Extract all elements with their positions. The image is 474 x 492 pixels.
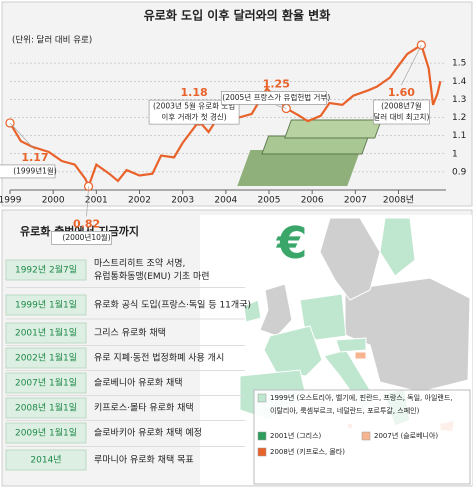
date-box (5, 322, 87, 344)
legend-label: 이탈리아, 룩셈부르크, 네덜란드, 포르투갈, 스페인) (270, 406, 420, 415)
annotation-value: 1.25 (263, 77, 290, 90)
annotation-note: 이후 거래가 첫 경신) (161, 112, 226, 122)
timeline-date: 1992년 2월7일 (15, 264, 77, 276)
date-box (5, 294, 87, 316)
timeline-date: 1999년 1월1일 (15, 299, 77, 311)
legend-label: 2008년 (키프로스, 몰타) (270, 447, 345, 456)
y-tick-label: 1.5 (452, 59, 466, 69)
x-tick-label: 2006 (301, 196, 324, 206)
legend-swatch (361, 431, 371, 441)
timeline-text: 유로화 공식 도입(프랑스·독일 등 11개국) (94, 299, 251, 311)
country (299, 293, 347, 341)
x-tick-label: 2001 (85, 196, 108, 206)
x-tick-label: 2008년 (383, 195, 414, 206)
country (319, 217, 381, 301)
x-tick-label: 2005 (258, 196, 281, 206)
x-tick-label: 2007 (344, 196, 367, 206)
legend-swatch (257, 393, 267, 403)
leader (401, 44, 422, 86)
annotation-note: (2000년10월) (62, 232, 110, 242)
country (379, 217, 416, 277)
country (263, 325, 323, 377)
timeline-text: 루마니아 유로화 채택 목표 (94, 455, 194, 466)
money-illustration (237, 119, 383, 186)
annotation-value: 0.82 (73, 217, 100, 230)
timeline-date: 2001년 1월1일 (15, 327, 77, 339)
annotation-box (220, 91, 327, 105)
annotation-note: (2008년7월 (381, 101, 422, 111)
annotation-note: (1999년1월) (13, 165, 57, 175)
annotation-note: 달러 대비 최고치) (373, 112, 429, 122)
legend-swatch (257, 431, 267, 441)
annotation-value: 1.17 (21, 151, 48, 164)
leader (9, 122, 36, 151)
bill (284, 119, 383, 139)
timeline-date: 2009년 1월1일 (15, 427, 77, 439)
euro-logo: € (276, 218, 308, 269)
timeline-text: 키프로스·몰타 유로화 채택 (94, 403, 194, 414)
timeline-text: 마스트리히트 조약 서명, (94, 257, 185, 269)
country (354, 351, 367, 360)
timeline-date: 2014년 (30, 455, 61, 466)
country (243, 299, 262, 323)
x-tick-label: 2004 (214, 196, 237, 206)
y-tick-label: 1.2 (452, 113, 466, 123)
timeline-text: 유럽통화동맹(EMU) 기초 마련 (94, 271, 210, 282)
timeline-date: 2008년 1월1일 (15, 402, 77, 414)
y-tick-label: 1.3 (452, 95, 466, 105)
annotation-note: (2003년 5월 유로화 도입 (153, 101, 235, 111)
legend-label: 2001년 (그리스) (270, 431, 322, 440)
y-tick-label: 1.1 (452, 131, 466, 141)
annotation-value: 1.60 (388, 86, 415, 99)
country (335, 337, 367, 353)
date-box (5, 397, 87, 419)
legend-label: 2007년 (슬로베니아) (374, 431, 438, 440)
date-box (5, 449, 87, 471)
annotation-note: (2005년 프랑스가 유럽헌법 거부) (222, 92, 330, 102)
legend-label: 1999년 (오스트리아, 벨기에, 핀란드, 프랑스, 독일, 아일랜드, (270, 393, 453, 402)
x-tick-label: 1999 (0, 196, 22, 206)
map: € (200, 215, 472, 485)
y-tick-label: 1.4 (452, 77, 467, 87)
legend-swatch (257, 447, 267, 457)
timeline-date: 2002년 1월1일 (15, 352, 77, 364)
x-tick-label: 2003 (171, 196, 194, 206)
timeline-text: 슬로베니아 유로화 채택 (94, 378, 183, 389)
chart-title: 유로화 도입 이후 달러와의 환율 변화 (144, 8, 331, 23)
date-box (5, 422, 87, 444)
annotation-box (0, 164, 56, 179)
date-box (5, 372, 87, 394)
timeline-text: 슬로바키아 유로화 채택 예정 (94, 428, 202, 439)
bill (261, 135, 370, 155)
y-tick-label: 1 (452, 149, 458, 159)
annotation-box (373, 99, 430, 125)
leader (86, 186, 89, 217)
timeline-text: 그리스 유로화 채택 (94, 328, 166, 339)
date-box (5, 259, 87, 281)
date-box (5, 347, 87, 369)
leader (276, 105, 287, 109)
x-tick-label: 2002 (128, 196, 151, 206)
timeline-date: 2007년 1월1일 (15, 377, 77, 389)
y-tick-label: 0.9 (452, 167, 467, 177)
x-tick-label: 2000 (42, 196, 65, 206)
chart-subtitle: (단위: 달러 대비 유로) (12, 35, 92, 46)
timeline-text: 유로 지폐·동전 법정화폐 사용 개시 (94, 352, 224, 364)
annotation-value: 1.18 (181, 86, 208, 99)
annotation-box (51, 231, 112, 245)
bill (237, 150, 361, 186)
